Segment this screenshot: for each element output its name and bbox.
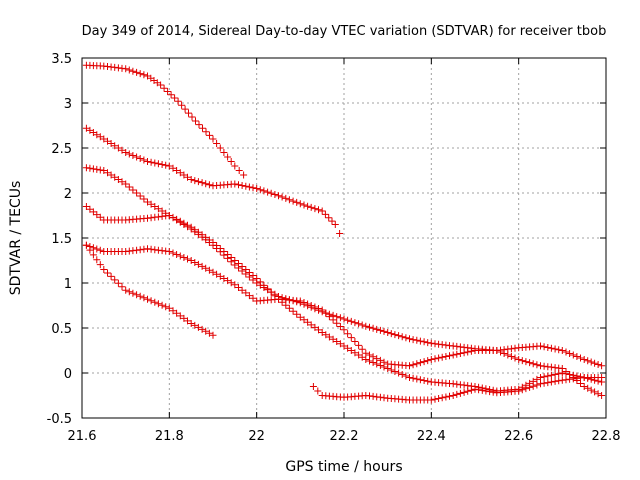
x-tick-label: 22.8 — [592, 429, 621, 444]
x-axis-label: GPS time / hours — [285, 459, 402, 475]
series-points — [82, 241, 217, 339]
y-tick-label: 2.5 — [51, 142, 72, 157]
x-tick-label: 22.2 — [330, 429, 359, 444]
x-tick-label: 22.4 — [417, 429, 446, 444]
y-tick-label: -0.5 — [47, 412, 72, 427]
series-points — [309, 374, 606, 404]
series-points — [82, 61, 248, 179]
series-track-6 — [82, 241, 217, 339]
series-points — [82, 124, 344, 237]
series-track-2 — [82, 124, 344, 237]
y-tick-label: 0.5 — [51, 322, 72, 337]
data-marks — [82, 61, 606, 404]
grid — [82, 58, 606, 418]
y-tick-label: 0 — [64, 367, 72, 382]
x-tick-label: 21.8 — [155, 429, 184, 444]
y-tick-label: 3 — [64, 97, 72, 112]
y-axis-label: SDTVAR / TECUs — [8, 181, 24, 296]
y-tick-label: 2 — [64, 187, 72, 202]
series-track-7 — [309, 374, 606, 404]
y-tick-label: 1 — [64, 277, 72, 292]
y-tick-label: 1.5 — [51, 232, 72, 247]
x-tick-label: 22 — [248, 429, 265, 444]
x-tick-label: 22.6 — [504, 429, 533, 444]
x-tick-label: 21.6 — [68, 429, 97, 444]
axis-ticks: 21.6 21.8 22 22.2 22.4 22.6 22.8 -0.5 0 0.5 1 1.5 2 2… — [47, 52, 621, 444]
series-track-1 — [82, 61, 248, 179]
chart-title: Day 349 of 2014, Sidereal Day-to-day VTE… — [82, 24, 607, 39]
y-tick-label: 3.5 — [51, 52, 72, 67]
